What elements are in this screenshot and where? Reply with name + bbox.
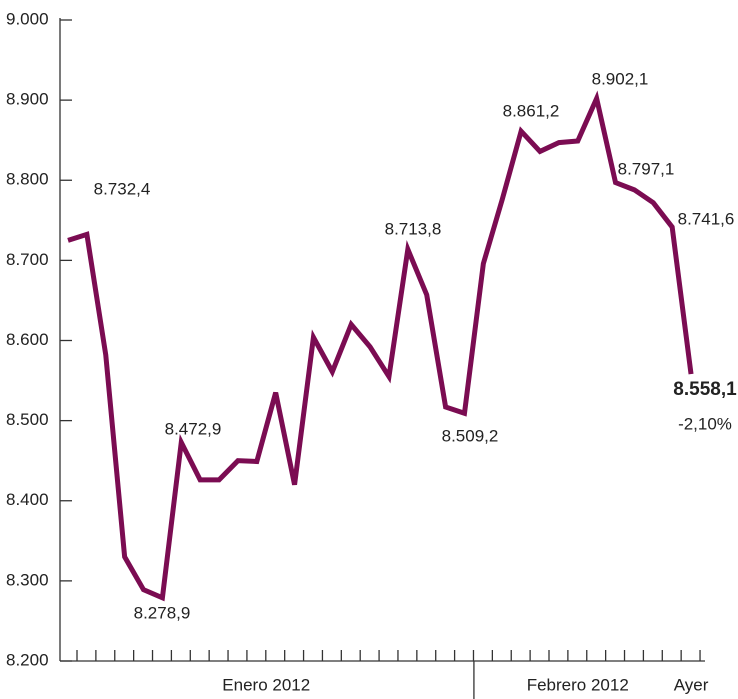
data-label: 8.741,6 (678, 209, 735, 228)
y-tick-label: 8.200 (6, 650, 49, 669)
data-label: 8.278,9 (134, 603, 191, 622)
y-tick-label: 8.900 (6, 90, 49, 109)
y-tick-label: 8.300 (6, 570, 49, 589)
line (67, 90, 694, 602)
data-label: 8.861,2 (503, 101, 560, 120)
change-label: -2,10% (678, 414, 732, 433)
x-group-label: Febrero 2012 (527, 675, 629, 694)
data-label: 8.902,1 (592, 69, 649, 88)
y-tick-label: 9.000 (6, 9, 49, 28)
data-label: 8.713,8 (385, 219, 442, 238)
data-label: 8.797,1 (618, 159, 675, 178)
y-tick-label: 8.500 (6, 410, 49, 429)
y-tick-label: 8.600 (6, 330, 49, 349)
y-tick-label: 8.700 (6, 250, 49, 269)
x-group-label: Enero 2012 (222, 675, 310, 694)
data-label: 8.732,4 (94, 179, 151, 198)
y-tick-label: 8.400 (6, 490, 49, 509)
data-label: 8.558,1 (673, 379, 737, 400)
data-label: 8.509,2 (442, 426, 499, 445)
y-tick-label: 8.800 (6, 170, 49, 189)
x-group-label: Ayer (674, 675, 709, 694)
data-label: 8.472,9 (165, 419, 222, 438)
